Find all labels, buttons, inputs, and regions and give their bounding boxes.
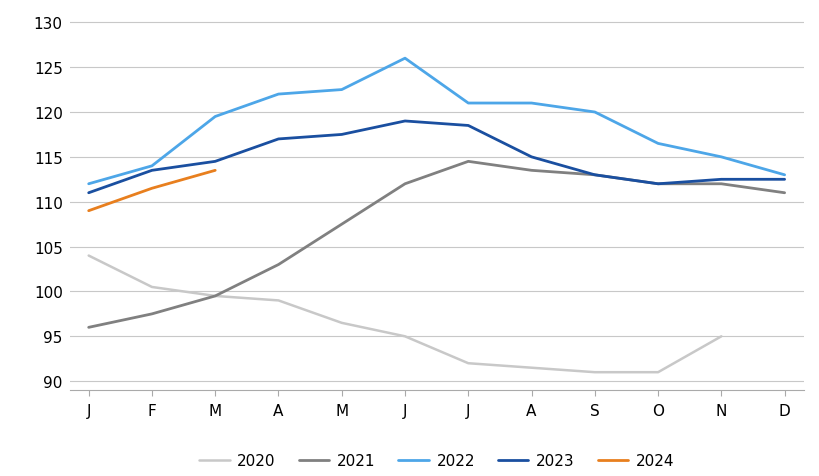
- 2020: [653, 369, 663, 375]
- 2023: [274, 137, 283, 142]
- 2024: [84, 208, 93, 214]
- 2021: [400, 181, 410, 187]
- 2023: [526, 155, 536, 160]
- Line: 2020: 2020: [88, 256, 721, 372]
- 2022: [210, 114, 219, 120]
- 2021: [716, 181, 726, 187]
- 2022: [526, 101, 536, 107]
- 2020: [210, 293, 219, 299]
- 2023: [463, 123, 473, 129]
- Legend: 2020, 2021, 2022, 2023, 2024: 2020, 2021, 2022, 2023, 2024: [192, 447, 680, 474]
- 2021: [653, 181, 663, 187]
- 2021: [463, 159, 473, 165]
- Line: 2021: 2021: [88, 162, 784, 327]
- 2023: [779, 177, 789, 183]
- 2024: [147, 186, 156, 192]
- 2022: [779, 173, 789, 178]
- 2020: [337, 320, 346, 326]
- 2020: [147, 285, 156, 290]
- 2024: [210, 168, 219, 174]
- 2020: [589, 369, 599, 375]
- 2020: [84, 253, 93, 259]
- 2023: [147, 168, 156, 174]
- 2023: [210, 159, 219, 165]
- 2021: [779, 190, 789, 196]
- 2021: [337, 222, 346, 228]
- 2021: [210, 293, 219, 299]
- 2022: [589, 110, 599, 116]
- 2021: [526, 168, 536, 174]
- 2022: [400, 56, 410, 62]
- 2022: [463, 101, 473, 107]
- Line: 2023: 2023: [88, 122, 784, 193]
- 2022: [274, 92, 283, 98]
- 2023: [84, 190, 93, 196]
- 2022: [84, 181, 93, 187]
- 2023: [589, 173, 599, 178]
- 2021: [84, 325, 93, 330]
- 2023: [653, 181, 663, 187]
- Line: 2022: 2022: [88, 59, 784, 184]
- 2021: [147, 311, 156, 317]
- 2023: [400, 119, 410, 125]
- 2022: [147, 164, 156, 169]
- 2021: [274, 262, 283, 268]
- 2020: [400, 334, 410, 339]
- 2022: [337, 88, 346, 93]
- 2020: [716, 334, 726, 339]
- 2020: [526, 365, 536, 371]
- 2020: [274, 298, 283, 304]
- 2022: [653, 141, 663, 147]
- 2023: [716, 177, 726, 183]
- 2020: [463, 361, 473, 367]
- Line: 2024: 2024: [88, 171, 215, 211]
- 2022: [716, 155, 726, 160]
- 2023: [337, 132, 346, 138]
- 2021: [589, 173, 599, 178]
